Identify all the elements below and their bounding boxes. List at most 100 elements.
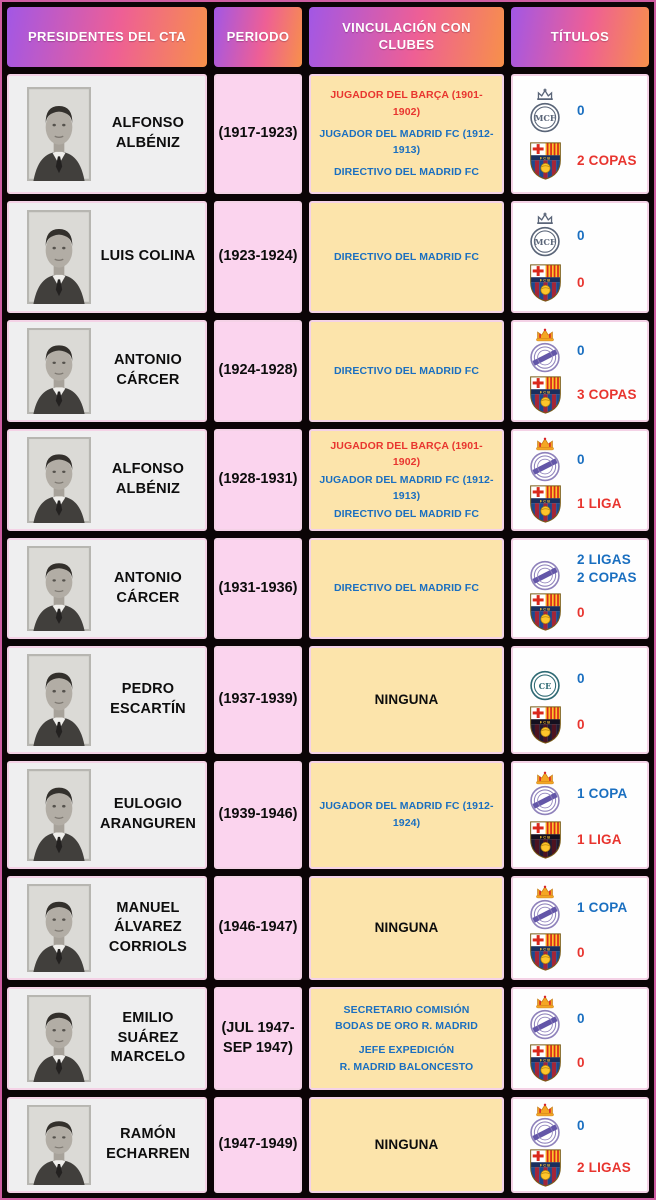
fc-barcelona-crest-icon: FCB xyxy=(525,1149,565,1187)
club-link-text: DIRECTIVO DEL MADRID FC xyxy=(333,364,480,377)
period-text: (JUL 1947- SEP 1947) xyxy=(221,1019,295,1056)
svg-text:MCF: MCF xyxy=(534,113,556,123)
real-madrid-crest-icon xyxy=(525,328,565,374)
titles-cell: 0 FCB 1 LIGA xyxy=(511,429,649,531)
club-links-cell: DIRECTIVO DEL MADRID FC xyxy=(309,320,504,422)
titles-value: 0 xyxy=(577,274,585,290)
period-text: (1917-1923) xyxy=(218,125,298,142)
titles-club-row: FCB 0 xyxy=(525,264,645,302)
fc-barcelona-crest-icon: FCB xyxy=(525,706,565,744)
fc-barcelona-crest-icon: FCB xyxy=(525,264,565,302)
titles-value: 2 COPAS xyxy=(577,153,637,169)
titles-value: 0 xyxy=(577,604,585,620)
real-madrid-crest-icon xyxy=(525,546,565,592)
club-links-cell: JUGADOR DEL MADRID FC (1912-1924) xyxy=(309,761,504,869)
titles-cell: 1 COPA FCB 1 LIGA xyxy=(511,761,649,869)
club-link-text: NINGUNA xyxy=(374,1137,439,1153)
svg-text:FCB: FCB xyxy=(539,608,550,612)
president-photo xyxy=(27,884,91,972)
president-cell: ALFONSO ALBÉNIZ xyxy=(7,429,207,531)
period-text: (1946-1947) xyxy=(218,919,298,936)
president-photo xyxy=(27,769,91,861)
club-link-text: NINGUNA xyxy=(374,692,439,708)
header-presidentes: PRESIDENTES DEL CTA xyxy=(7,7,207,67)
president-cell: ANTONIO CÁRCER xyxy=(7,320,207,422)
fc-barcelona-crest-icon: FCB xyxy=(525,485,565,523)
president-cell: LUIS COLINA xyxy=(7,201,207,313)
titles-club-row: 1 COPA xyxy=(525,885,645,931)
period-text: (1924-1928) xyxy=(218,362,298,379)
titles-value: 0 xyxy=(577,452,585,468)
period-text: (1931-1936) xyxy=(218,579,298,596)
titles-value: 0 xyxy=(577,1010,585,1026)
period-cell: (1928-1931) xyxy=(214,429,302,531)
titles-cell: 0 FCB 2 LIGAS xyxy=(511,1097,649,1193)
header-periodo: PERIODO xyxy=(214,7,302,67)
titles-club-row: MCF 0 xyxy=(525,88,645,134)
titles-club-row: FCB 0 xyxy=(525,593,645,631)
fc-barcelona-crest-icon: FCB xyxy=(525,821,565,859)
president-cell: ANTONIO CÁRCER xyxy=(7,538,207,639)
svg-text:FCB: FCB xyxy=(539,1058,550,1062)
president-photo xyxy=(27,87,91,181)
period-text: (1937-1939) xyxy=(218,691,298,708)
fc-barcelona-crest-icon: FCB xyxy=(525,376,565,414)
period-text: (1923-1924) xyxy=(218,248,298,265)
svg-text:FCB: FCB xyxy=(539,499,550,503)
titles-club-row: 0 xyxy=(525,437,645,483)
titles-club-row: FCB 0 xyxy=(525,933,645,971)
titles-value: 0 xyxy=(577,1118,585,1134)
titles-club-row: 0 xyxy=(525,995,645,1041)
titles-cell: MCF 0 FCB 2 COPAS xyxy=(511,74,649,194)
president-cell: MANUEL ÁLVAREZ CORRIOLS xyxy=(7,876,207,980)
svg-text:FCB: FCB xyxy=(539,156,550,160)
titles-club-row: 0 xyxy=(525,1103,645,1149)
titles-value: 0 xyxy=(577,717,585,733)
svg-text:CE: CE xyxy=(539,681,552,691)
club-links-cell: NINGUNA xyxy=(309,1097,504,1193)
titles-value: 3 COPAS xyxy=(577,387,637,403)
club-link-text: DIRECTIVO DEL MADRID FC xyxy=(333,166,480,179)
period-cell: (1931-1936) xyxy=(214,538,302,639)
period-cell: (1937-1939) xyxy=(214,646,302,754)
period-cell: (1924-1928) xyxy=(214,320,302,422)
period-text: (1947-1949) xyxy=(218,1136,298,1153)
real-madrid-crest-icon xyxy=(525,885,565,931)
club-links-cell: SECRETARIO COMISIÓN BODAS DE ORO R. MADR… xyxy=(309,987,504,1090)
header-titulos: TÍTULOS xyxy=(511,7,649,67)
fc-barcelona-crest-icon: FCB xyxy=(525,593,565,631)
svg-text:FCB: FCB xyxy=(539,720,550,724)
president-photo xyxy=(27,546,91,631)
titles-club-row: FCB 2 COPAS xyxy=(525,142,645,180)
president-name: ALFONSO ALBÉNIZ xyxy=(111,115,185,151)
titles-value: 2 LIGAS 2 COPAS xyxy=(577,552,637,585)
titles-cell: CE 0 FCB 0 xyxy=(511,646,649,754)
titles-club-row: FCB 1 LIGA xyxy=(525,485,645,523)
president-name: ANTONIO CÁRCER xyxy=(114,352,182,388)
period-cell: (JUL 1947- SEP 1947) xyxy=(214,987,302,1090)
header-vinculacion: VINCULACIÓN CON CLUBES xyxy=(309,7,504,67)
titles-value: 0 xyxy=(577,343,585,359)
titles-value: 1 COPA xyxy=(577,786,628,802)
titles-value: 2 LIGAS xyxy=(577,1160,631,1176)
real-madrid-crest-icon xyxy=(525,771,565,817)
club-link-text: SECRETARIO COMISIÓN BODAS DE ORO R. MADR… xyxy=(335,1003,478,1033)
titles-club-row: FCB 3 COPAS xyxy=(525,376,645,414)
club-links-cell: JUGADOR DEL BARÇA (1901-1902) JUGADOR DEL… xyxy=(309,429,504,531)
svg-text:FCB: FCB xyxy=(539,278,550,282)
real-madrid-crest-icon xyxy=(525,1103,565,1149)
fc-barcelona-crest-icon: FCB xyxy=(525,1044,565,1082)
club-link-text: JUGADOR DEL MADRID FC (1912-1913) xyxy=(319,473,494,503)
club-link-text: JUGADOR DEL MADRID FC (1912-1913) xyxy=(319,127,494,157)
titles-cell: MCF 0 FCB 0 xyxy=(511,201,649,313)
titles-club-row: 0 xyxy=(525,328,645,374)
titles-value: 0 xyxy=(577,227,585,243)
president-photo xyxy=(27,210,91,304)
svg-text:FCB: FCB xyxy=(539,948,550,952)
period-cell: (1946-1947) xyxy=(214,876,302,980)
club-links-cell: DIRECTIVO DEL MADRID FC xyxy=(309,201,504,313)
period-cell: (1939-1946) xyxy=(214,761,302,869)
president-photo xyxy=(27,1105,91,1185)
president-name: LUIS COLINA xyxy=(100,248,196,265)
